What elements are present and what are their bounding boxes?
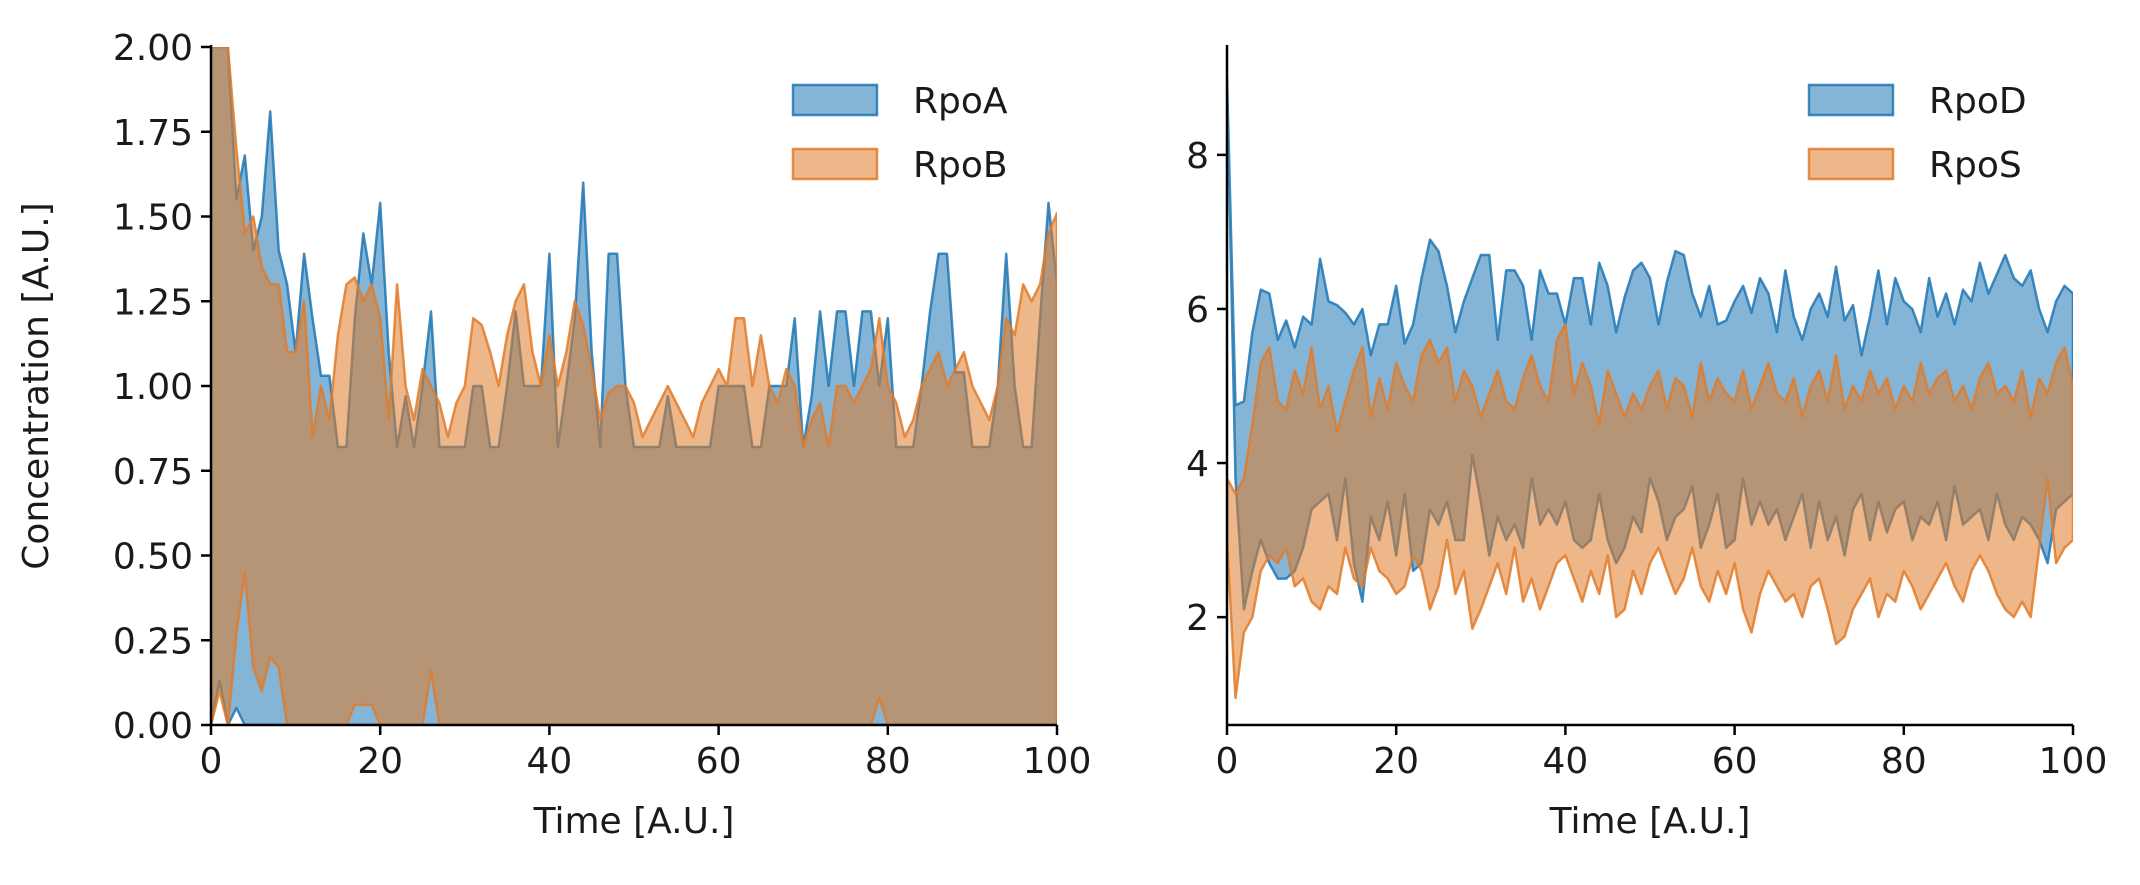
y-tick-label: 4 — [1186, 444, 1209, 485]
x-tick-label: 20 — [357, 741, 403, 782]
y-tick-label: 6 — [1186, 290, 1209, 331]
legend-swatch-rpoa — [791, 83, 879, 117]
x-tick-label: 100 — [1023, 741, 1092, 782]
y-tick-label: 1.25 — [113, 282, 193, 323]
y-tick-label: 2.00 — [113, 28, 193, 69]
x-tick-label: 0 — [1216, 741, 1239, 782]
x-tick-label: 80 — [865, 741, 911, 782]
legend-label-rpoa: RpoA — [913, 81, 1008, 122]
x-tick-label: 100 — [2039, 741, 2108, 782]
y-tick-label: 1.00 — [113, 367, 193, 408]
x-axis-title: Time [A.U.] — [533, 801, 735, 842]
y-tick-label: 0.25 — [113, 621, 193, 662]
left-panel: 0 20 40 60 80 100 0.00 0.25 0.50 0.75 1.00 1.25 1.50… — [16, 28, 1091, 842]
y-tick-label: 0.75 — [113, 452, 193, 493]
y-tick-label: 0.50 — [113, 537, 193, 578]
x-tick-label: 0 — [200, 741, 223, 782]
x-tick-label: 40 — [526, 741, 572, 782]
area-rpob — [211, 47, 1057, 725]
plot-area — [1227, 76, 2073, 700]
y-tick-label: 0.00 — [113, 706, 193, 747]
area-rpos — [1227, 323, 2073, 700]
y-tick-label: 8 — [1186, 136, 1209, 177]
legend-swatch-rpob — [791, 147, 879, 181]
y-tick-label: 2 — [1186, 598, 1209, 639]
x-tick-label: 60 — [1712, 741, 1758, 782]
x-tick-label: 80 — [1881, 741, 1927, 782]
plot-area — [211, 47, 1057, 725]
legend-label-rpos: RpoS — [1929, 145, 2022, 186]
legend: RpoD RpoS — [1807, 81, 2027, 186]
x-tick-label: 20 — [1373, 741, 1419, 782]
right-panel: 0 20 40 60 80 100 2 4 6 8 Time [A.U.] RpoD RpoS — [1186, 45, 2107, 842]
y-tick-label: 1.50 — [113, 198, 193, 239]
legend-swatch-rpos — [1807, 147, 1895, 181]
y-tick-label: 1.75 — [113, 113, 193, 154]
x-tick-label: 60 — [696, 741, 742, 782]
legend-label-rpob: RpoB — [913, 145, 1008, 186]
x-axis-title: Time [A.U.] — [1549, 801, 1751, 842]
y-axis-title: Concentration [A.U.] — [16, 202, 57, 569]
legend-swatch-rpod — [1807, 83, 1895, 117]
legend: RpoA RpoB — [791, 81, 1008, 186]
x-tick-label: 40 — [1542, 741, 1588, 782]
legend-label-rpod: RpoD — [1929, 81, 2027, 122]
